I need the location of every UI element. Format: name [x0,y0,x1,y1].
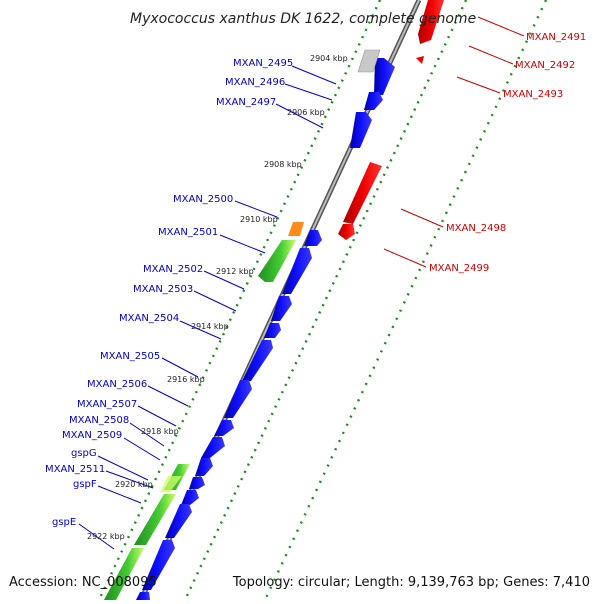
gene-mxan-2501-arrow[interactable] [304,230,322,246]
gc-skew-track [183,0,468,601]
left-leader-lines [78,65,337,550]
gene-mxan-2495-arrow[interactable] [374,58,395,95]
gene-label-mxan-2498[interactable]: MXAN_2498 [446,223,506,234]
gene-mxan-2506-arrow[interactable] [224,380,252,418]
gene-gspe-secretion[interactable] [104,548,144,600]
left-gene-labels: MXAN_2495 MXAN_2496 MXAN_2497 MXAN_2500 … [45,58,293,528]
accession-label: Accession: NC_008095 [9,575,157,590]
gene-label-mxan-2502[interactable]: MXAN_2502 [143,264,203,275]
gene-mxan-2495-pseudo[interactable] [357,49,381,73]
gene-label-mxan-2504[interactable]: MXAN_2504 [119,313,179,324]
gene-mxan-2508-arrow[interactable] [201,437,225,458]
gene-mxan-2507-arrow[interactable] [214,420,234,436]
kbp-label: 2920 kbp [115,480,153,489]
gene-mxan-2499-arrow[interactable] [338,224,355,240]
kbp-label: 2922 kbp [87,532,125,541]
forward-genes [136,58,395,600]
gene-label-mxan-2495[interactable]: MXAN_2495 [233,58,293,69]
gene-mxan-2500-rna[interactable] [288,222,304,236]
gene-label-mxan-2505[interactable]: MXAN_2505 [100,351,160,362]
gene-mxan-2498-arrow[interactable] [343,162,382,224]
kbp-label: 2904 kbp [310,54,348,63]
kbp-label: 2912 kbp [216,267,254,276]
gene-mxan-2511-arrow[interactable] [181,490,199,505]
gene-label-mxan-2493[interactable]: MXAN_2493 [503,89,563,100]
gene-mxan-2492-arrow[interactable] [416,56,424,64]
gene-label-mxan-2507[interactable]: MXAN_2507 [77,399,137,410]
gene-mxan-2503-arrow[interactable] [271,296,292,321]
gene-mxan-2497-arrow[interactable] [350,112,372,148]
gene-label-mxan-2499[interactable]: MXAN_2499 [429,263,489,274]
reverse-genes [338,0,444,240]
gc-content-track-inner [97,0,382,601]
kbp-label: 2906 kbp [287,108,325,117]
gene-label-mxan-2506[interactable]: MXAN_2506 [87,379,147,390]
gene-label-gspe[interactable]: gspE [52,517,76,528]
gene-gspg-arrow[interactable] [189,477,205,489]
gene-mxan-2501-secretion[interactable] [258,240,296,282]
gene-mxan-2504-arrow[interactable] [264,323,281,338]
genome-title: Myxococcus xanthus DK 1622, complete gen… [130,11,476,27]
kbp-label: 2908 kbp [264,160,302,169]
gene-label-mxan-2501[interactable]: MXAN_2501 [158,227,218,238]
gene-partial-blue-arrow[interactable] [136,592,150,600]
right-leader-lines [383,16,525,268]
gene-mxan-2496-arrow[interactable] [364,92,383,110]
kbp-scale: 2904 kbp 2906 kbp 2908 kbp 2910 kbp 2912… [87,54,348,541]
gene-mxan-2509-arrow[interactable] [195,458,213,476]
gene-label-mxan-2496[interactable]: MXAN_2496 [225,77,285,88]
gene-label-mxan-2500[interactable]: MXAN_2500 [173,194,233,205]
gene-mxan-2491-arrow[interactable] [418,0,444,44]
kbp-label: 2914 kbp [191,322,229,331]
gene-label-mxan-2503[interactable]: MXAN_2503 [133,284,193,295]
gene-gspg-highlight [160,476,182,492]
gene-gspe-arrow[interactable] [142,540,175,590]
genome-summary: Topology: circular; Length: 9,139,763 bp… [232,575,590,590]
gene-label-mxan-2492[interactable]: MXAN_2492 [515,60,575,71]
gene-label-mxan-2509[interactable]: MXAN_2509 [62,430,122,441]
kbp-label: 2916 kbp [167,375,205,384]
right-gene-labels: MXAN_2491 MXAN_2492 MXAN_2493 MXAN_2498 … [429,32,586,274]
gene-label-mxan-2511[interactable]: MXAN_2511 [45,464,105,475]
gene-mxan-2505-arrow[interactable] [242,340,273,381]
gene-label-mxan-2508[interactable]: MXAN_2508 [69,415,129,426]
kbp-label: 2918 kbp [141,427,179,436]
kbp-label: 2910 kbp [240,215,278,224]
gene-gspf-arrow[interactable] [165,504,192,538]
gene-label-mxan-2491[interactable]: MXAN_2491 [526,32,586,43]
gene-label-mxan-2497[interactable]: MXAN_2497 [216,97,276,108]
gene-label-gspf[interactable]: gspF [73,479,97,490]
gene-gspf-secretion[interactable] [134,494,176,545]
gene-mxan-2502-arrow[interactable] [282,248,312,294]
gene-label-gspg[interactable]: gspG [71,448,97,459]
